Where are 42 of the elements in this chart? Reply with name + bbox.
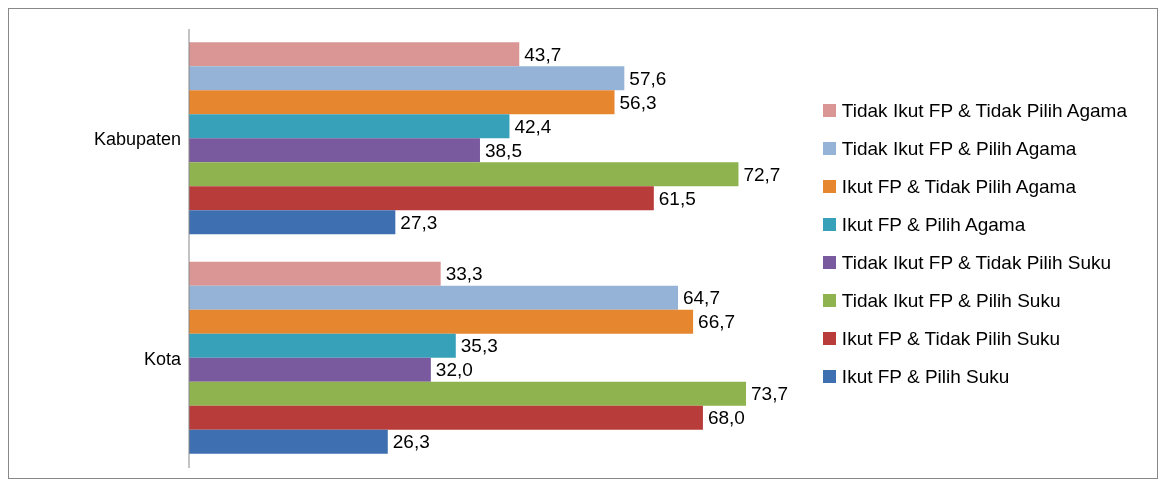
- bar: [189, 186, 654, 211]
- bar: [189, 309, 694, 334]
- data-label: 35,3: [460, 335, 498, 357]
- data-label: 32,0: [435, 359, 473, 381]
- data-label: 73,7: [751, 383, 788, 405]
- legend-label: Tidak Ikut FP & Tidak Pilih Agama: [841, 99, 1127, 122]
- data-label: 72,7: [743, 163, 781, 185]
- data-label: 33,3: [445, 263, 483, 285]
- legend-label: Ikut FP & Tidak Pilih Agama: [841, 175, 1076, 198]
- data-label: 61,5: [658, 187, 696, 209]
- data-label: 38,5: [484, 139, 522, 161]
- bar: [189, 162, 739, 187]
- bar: [189, 66, 625, 91]
- legend-label: Tidak Ikut FP & Tidak Pilih Suku: [841, 251, 1112, 274]
- bar: [189, 333, 456, 358]
- bar: [189, 42, 520, 67]
- legend-label: Ikut FP & Pilih Suku: [841, 365, 1010, 388]
- data-label: 64,7: [683, 287, 720, 309]
- data-label: 66,7: [698, 311, 736, 333]
- data-label: 68,0: [707, 407, 745, 429]
- data-label: 43,7: [524, 43, 562, 65]
- bar: [189, 285, 678, 310]
- bar: [189, 405, 703, 430]
- bar: [189, 261, 441, 286]
- data-label: 26,3: [392, 431, 430, 453]
- bar: [189, 429, 388, 454]
- bar: [189, 210, 396, 235]
- data-label: 42,4: [514, 115, 552, 137]
- legend-label: Ikut FP & Tidak Pilih Suku: [841, 327, 1061, 350]
- legend-label: Tidak Ikut FP & Pilih Suku: [841, 289, 1061, 312]
- bar: [189, 357, 431, 382]
- legend-label: Tidak Ikut FP & Pilih Agama: [841, 137, 1077, 160]
- y-tick-label: Kota: [143, 348, 182, 369]
- data-label: 27,3: [400, 211, 438, 233]
- bar: [189, 138, 480, 163]
- data-label: 57,6: [629, 67, 667, 89]
- legend-label: Ikut FP & Pilih Agama: [841, 213, 1026, 236]
- bar: [189, 381, 747, 406]
- bar: [189, 90, 615, 115]
- y-tick-label: Kabupaten: [93, 129, 181, 150]
- data-label: 56,3: [619, 91, 657, 113]
- bar: [189, 114, 510, 139]
